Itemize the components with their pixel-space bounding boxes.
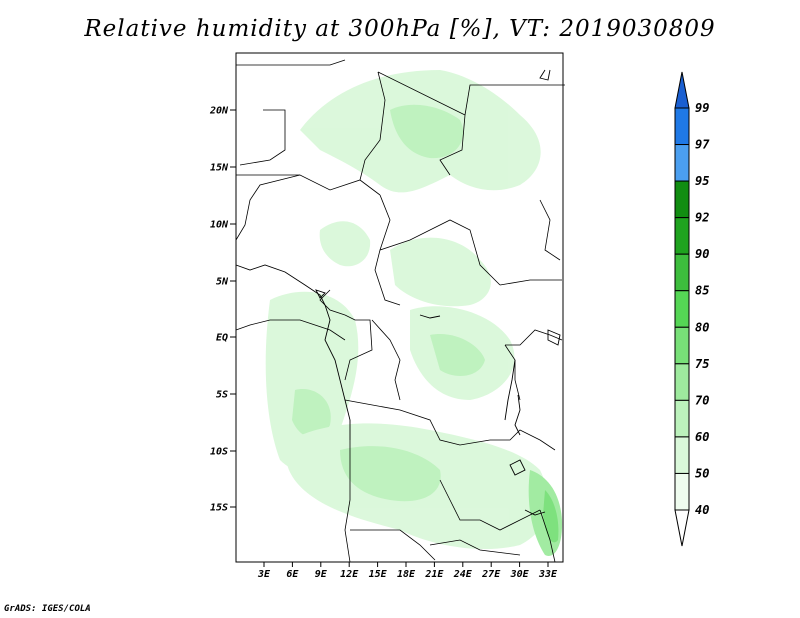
map-frame bbox=[235, 52, 564, 563]
colorbar-segment bbox=[674, 253, 690, 292]
colorbar-segment bbox=[674, 436, 690, 474]
humidity-patch-center-east bbox=[390, 237, 491, 307]
colorbar-label: 85 bbox=[695, 284, 709, 298]
humidity-patch-west-coast bbox=[265, 291, 359, 470]
colorbar-segment bbox=[674, 144, 690, 182]
lat-tick-label: 10S bbox=[210, 447, 228, 458]
colorbar-label: 75 bbox=[695, 357, 709, 371]
colorbar-bottom-arrow bbox=[674, 509, 690, 547]
humidity-patch-congo-inner bbox=[430, 334, 485, 376]
colorbar-segment bbox=[674, 217, 690, 255]
lon-tick-label: 6E bbox=[286, 569, 299, 580]
colorbar-label: 95 bbox=[695, 174, 709, 188]
lon-tick-label: 15E bbox=[369, 569, 388, 580]
longitude-axis: 3E 6E 9E 12E 15E 18E 21E 24E 27E 30E 33E bbox=[257, 562, 558, 580]
lon-tick-label: 3E bbox=[257, 569, 271, 580]
colorbar-segment bbox=[674, 290, 690, 328]
colorbar-label: 60 bbox=[695, 430, 709, 444]
lat-tick-label: 5S bbox=[216, 390, 228, 401]
humidity-patch-mid-north bbox=[319, 221, 371, 267]
lat-tick-label: 20N bbox=[209, 106, 229, 117]
lon-tick-label: 21E bbox=[424, 569, 444, 580]
humidity-patch-west-inner bbox=[292, 389, 331, 438]
lat-tick-label: EQ bbox=[216, 333, 228, 344]
colorbar-label: 80 bbox=[695, 320, 709, 334]
colorbar-label: 40 bbox=[695, 503, 709, 517]
lon-tick-label: 12E bbox=[340, 569, 359, 580]
country-borders bbox=[235, 59, 565, 563]
lat-tick-label: 15N bbox=[210, 163, 229, 174]
humidity-field bbox=[265, 70, 563, 556]
grads-credit: GrADS: IGES/COLA bbox=[4, 604, 91, 614]
lat-tick-label: 5N bbox=[216, 277, 229, 288]
lon-tick-label: 9E bbox=[315, 569, 328, 580]
colorbar-label: 99 bbox=[695, 101, 709, 115]
colorbar-segment bbox=[674, 107, 690, 146]
colorbar-label: 92 bbox=[695, 211, 709, 225]
latitude-axis: 20N 15N 10N 5N EQ 5S 10S 15S bbox=[209, 106, 236, 514]
lon-tick-label: 18E bbox=[397, 569, 416, 580]
lon-tick-label: 33E bbox=[538, 569, 558, 580]
lon-tick-label: 30E bbox=[510, 569, 530, 580]
humidity-patch-north-inner bbox=[390, 104, 464, 159]
colorbar-top-arrow bbox=[674, 71, 690, 109]
colorbar-segment bbox=[674, 326, 690, 365]
colorbar-label: 97 bbox=[695, 138, 710, 152]
humidity-patch-south-inner bbox=[340, 446, 441, 502]
lat-tick-label: 15S bbox=[210, 503, 228, 514]
lon-tick-label: 24E bbox=[453, 569, 473, 580]
colorbar-label: 90 bbox=[695, 247, 709, 261]
lat-tick-label: 10N bbox=[210, 220, 229, 231]
colorbar-label: 50 bbox=[695, 466, 709, 480]
colorbar-segment bbox=[674, 363, 690, 401]
coastline bbox=[235, 69, 561, 516]
colorbar-segment bbox=[674, 472, 690, 511]
colorbar-segment bbox=[674, 399, 690, 438]
colorbar: 99 97 95 92 90 85 80 75 70 60 50 40 bbox=[674, 71, 710, 547]
colorbar-segment bbox=[674, 180, 690, 219]
map-title: Relative humidity at 300hPa [%], VT: 201… bbox=[84, 16, 716, 42]
humidity-patch-southeast-core bbox=[543, 490, 559, 543]
colorbar-label: 70 bbox=[695, 393, 709, 407]
lon-tick-label: 27E bbox=[481, 569, 501, 580]
